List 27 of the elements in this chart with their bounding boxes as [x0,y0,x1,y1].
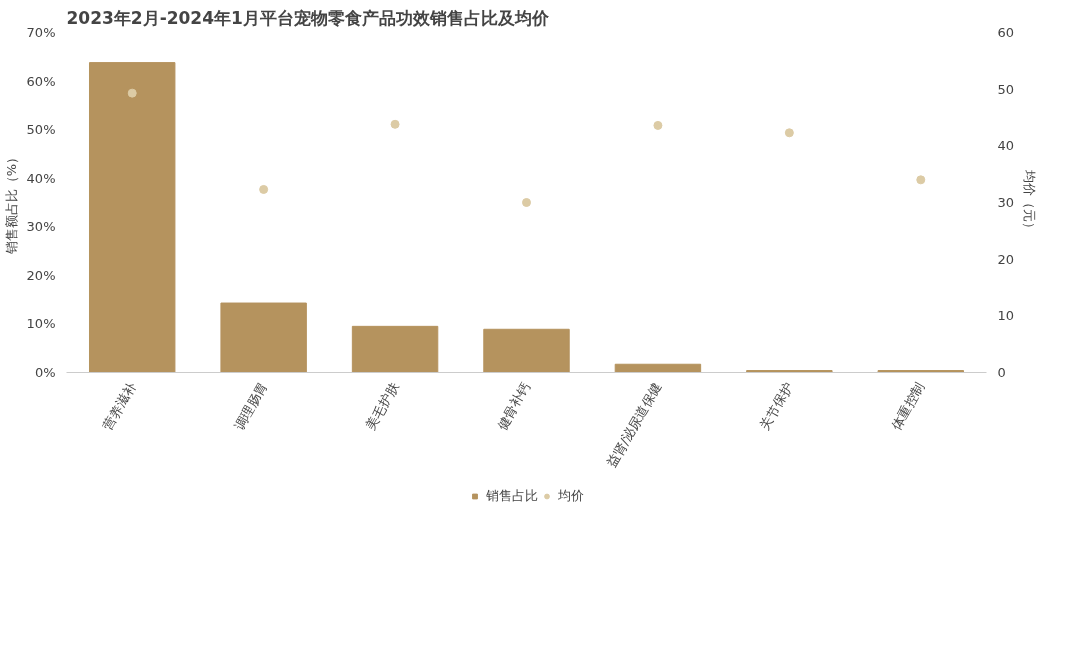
y2-tick-label: 10 [997,308,1015,324]
y2-tick-label: 50 [997,81,1015,97]
x-tick-label: 体重控制 [888,379,928,433]
y-tick-label: 70% [26,25,56,40]
chart-title: 2023年2月-2024年1月平台宠物零食产品功效销售占比及均价 [66,7,550,28]
x-tick-label: 营养滋补 [99,379,139,433]
x-tick-label: 美毛护肤 [362,379,402,433]
y-tick-label: 30% [26,219,56,235]
y-axis-title: 销售额占比（%） [3,150,19,256]
y-tick-label: 10% [26,316,56,332]
x-tick-label: 调理肠胃 [231,379,271,433]
y-tick-label: 0% [34,365,56,380]
x-tick-label: 关节保护 [756,379,796,433]
y-tick-label: 50% [26,122,56,138]
y2-tick-label: 20 [997,251,1015,267]
legend-label: 均价 [557,487,584,505]
x-tick-label: 健骨补钙 [494,379,534,433]
legend-label: 销售占比 [485,487,538,505]
y2-axis-title: 均价（元） [1022,169,1038,235]
y2-tick-label: 60 [997,25,1015,40]
y2-tick-label: 30 [997,195,1015,210]
y2-tick-label: 40 [997,138,1015,154]
y-tick-label: 60% [26,73,56,89]
y2-tick-label: 0 [997,365,1006,380]
y-tick-label: 20% [26,267,56,283]
x-tick-label: 益肾/泌尿道保健 [603,379,665,470]
y-tick-label: 40% [26,170,56,186]
